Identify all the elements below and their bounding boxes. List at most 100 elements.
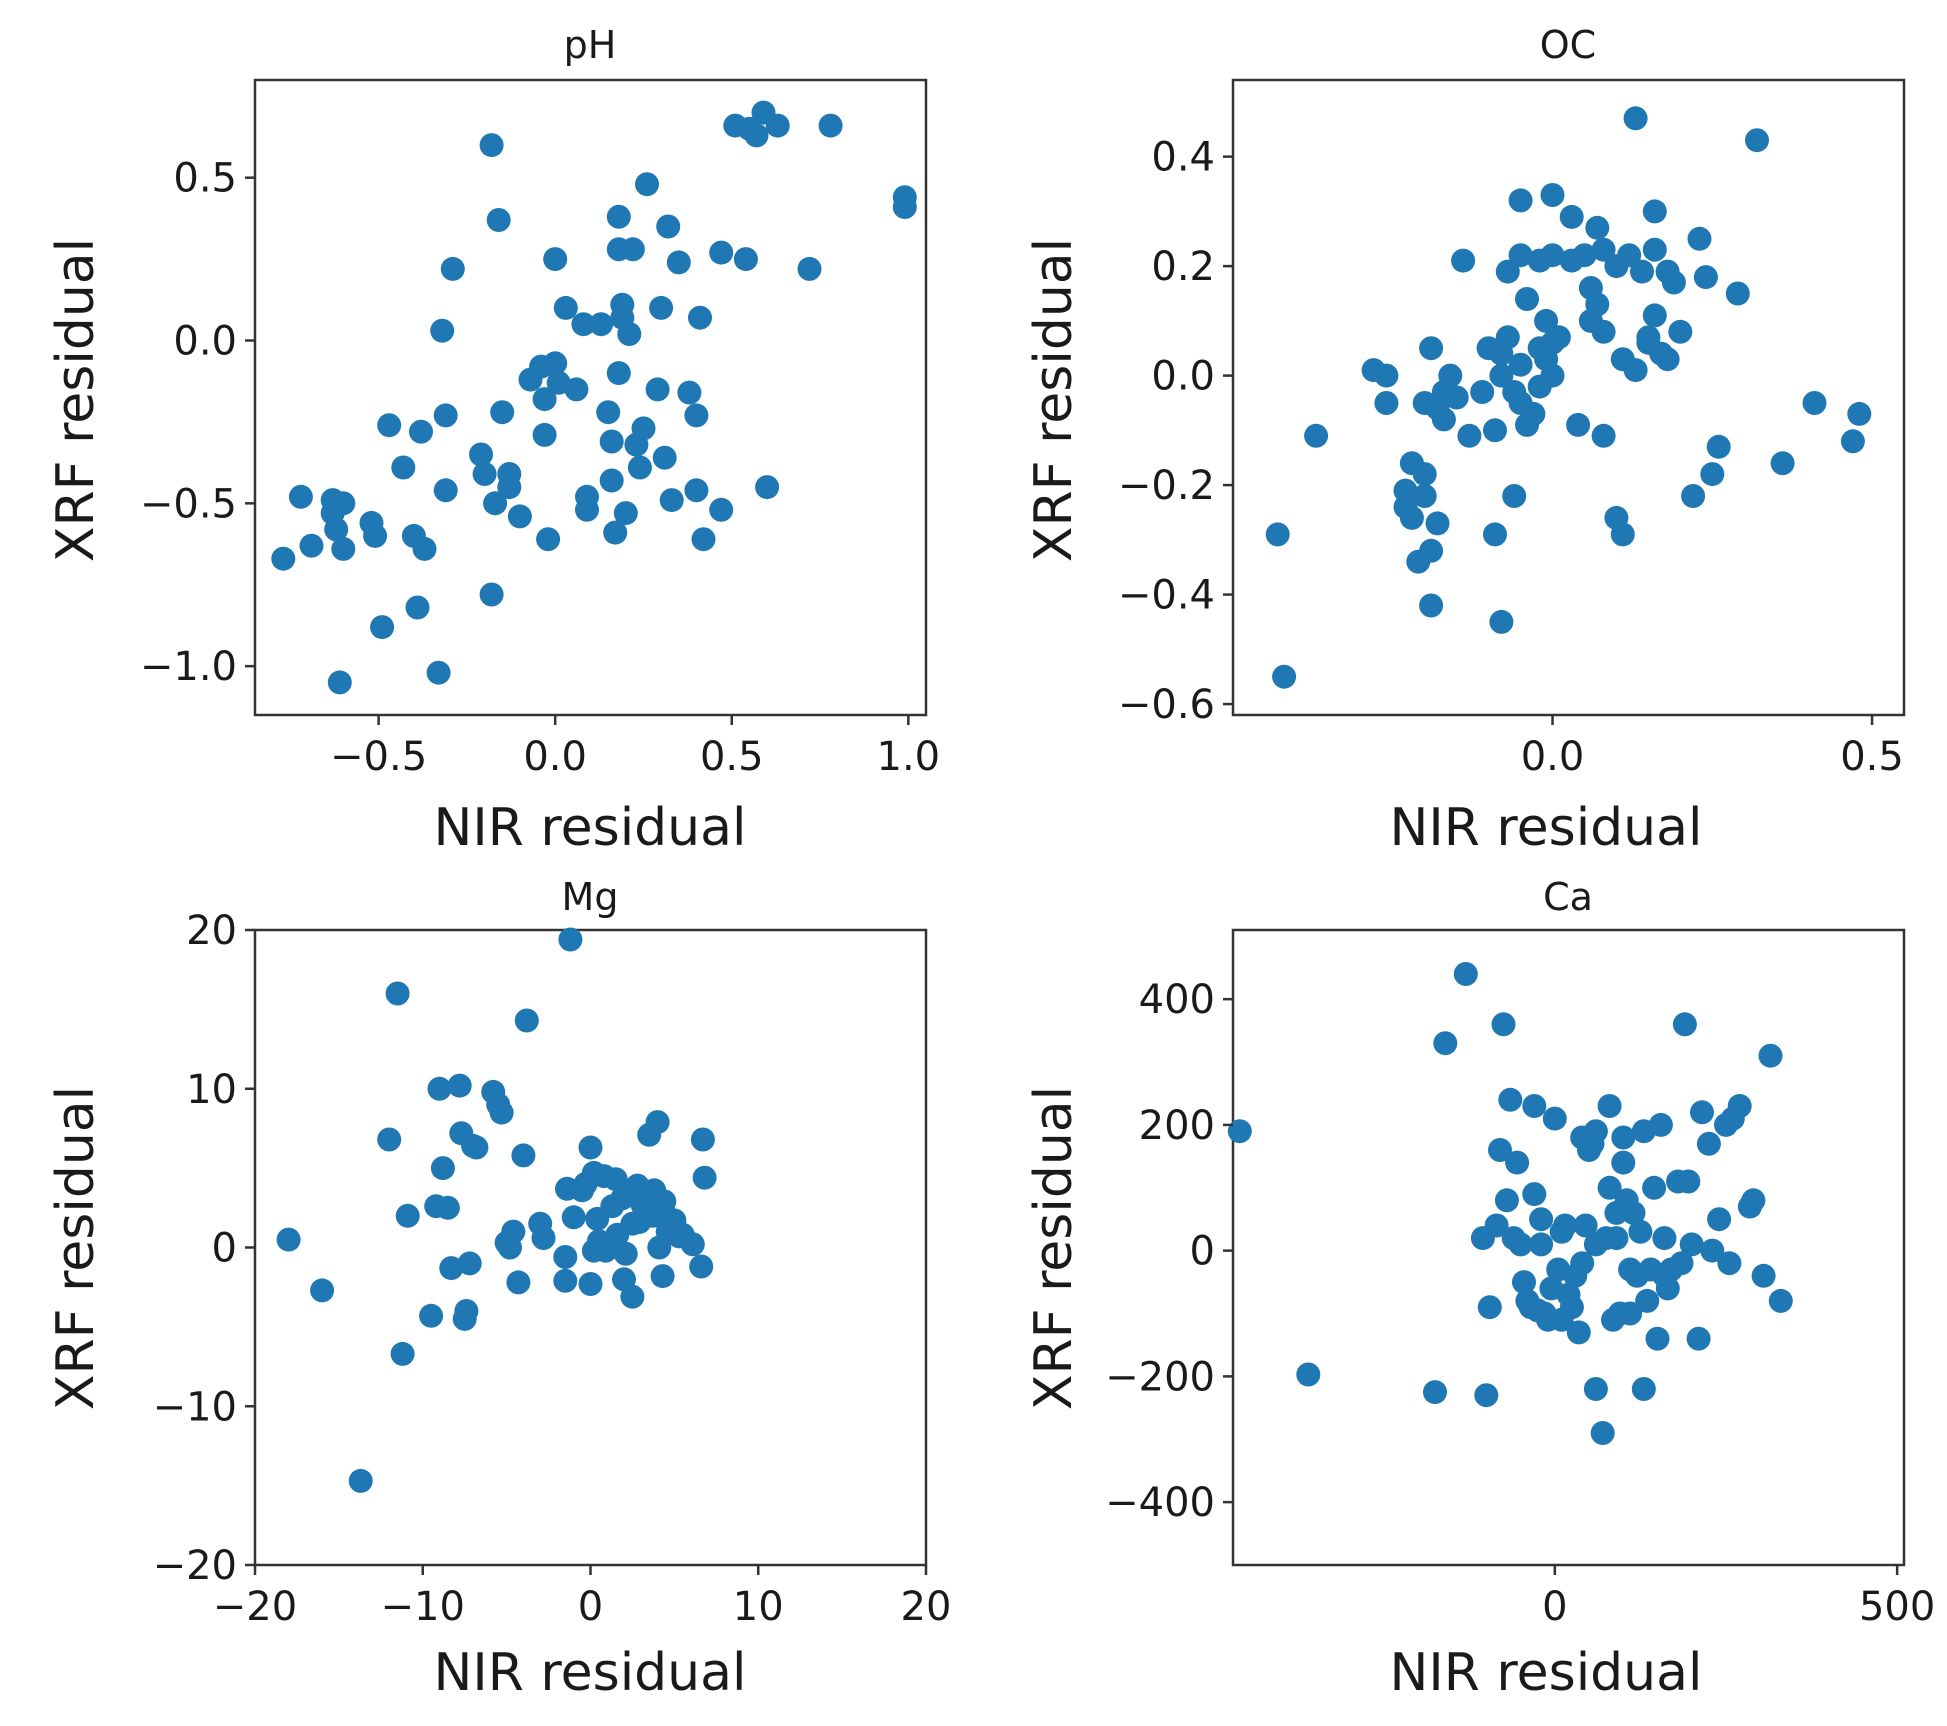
scatter-point [1690, 1100, 1714, 1125]
panel-title: Mg [562, 875, 619, 919]
scatter-point [691, 527, 716, 552]
scatter-point [656, 214, 681, 239]
scatter-point [1700, 1238, 1725, 1263]
scatter-point [419, 1303, 444, 1328]
scatter-point [1494, 1188, 1519, 1213]
scatter-point [1559, 204, 1584, 229]
scatter-point [276, 1227, 301, 1252]
panel-title: pH [564, 23, 617, 67]
scatter-point [1591, 237, 1616, 262]
scatter-point [532, 422, 557, 447]
scatter-point [1745, 128, 1769, 153]
scatter-point [1453, 962, 1478, 986]
y-tick-label: 20 [186, 908, 237, 954]
scatter-point [1693, 265, 1718, 290]
scatter-point [1706, 434, 1731, 459]
scatter-point [1512, 1270, 1536, 1295]
y-tick-label: 0.5 [173, 156, 237, 202]
x-tick-label: 0 [1542, 1584, 1567, 1630]
scatter-point [1661, 270, 1686, 295]
scatter-point [1847, 401, 1872, 426]
scatter-point [596, 400, 621, 425]
x-tick-label: 0.5 [700, 734, 764, 780]
scatter-point [370, 615, 395, 640]
scatter-point [1540, 243, 1565, 268]
scatter-point [331, 491, 356, 516]
scatter-point [1498, 1087, 1523, 1112]
y-axis-label: XRF residual [46, 1086, 106, 1410]
scatter-point [479, 133, 504, 158]
scatter-point [1265, 522, 1290, 547]
scatter-point [1399, 505, 1424, 530]
scatter-point [464, 1135, 489, 1160]
scatter-point [631, 416, 656, 441]
scatter-point [469, 442, 493, 467]
scatter-point [599, 429, 624, 454]
scatter-point [689, 1254, 714, 1279]
scatter-point [1502, 484, 1527, 508]
scatter-point [1652, 1226, 1677, 1251]
scatter-point [435, 1195, 460, 1220]
scatter-point [1470, 380, 1495, 404]
scatter-point [613, 1241, 638, 1266]
scatter-point [1642, 303, 1667, 328]
plot-frame [1231, 78, 1906, 717]
scatter-point [1741, 1188, 1766, 1213]
axis-ticks: 0.0 0.5 −0.6 −0.4 −0.2 0.0 0.2 0.4 [1118, 135, 1904, 780]
scatter-point [1802, 391, 1827, 415]
scatter-point [1444, 385, 1469, 410]
scatter-point [511, 1143, 536, 1168]
x-axis-label: NIR residual [434, 798, 747, 858]
scatter-point [1611, 1125, 1636, 1150]
scatter-point [479, 582, 504, 607]
scatter-point [1573, 1213, 1598, 1238]
scatter-point [1508, 188, 1533, 213]
scatter-point [709, 497, 734, 522]
scatter-point [599, 468, 624, 493]
scatter-point [1669, 1251, 1694, 1276]
scatter-point [1648, 1112, 1673, 1137]
scatter-point [744, 123, 769, 148]
scatter-point [507, 504, 532, 529]
scatter-point [1431, 407, 1456, 432]
y-axis-label: XRF residual [1024, 238, 1084, 562]
scatter-point [1489, 609, 1514, 634]
y-tick-label: −20 [153, 1543, 237, 1589]
axis-ticks: −20 −10 0 10 20 −20 −10 0 10 20 [153, 908, 952, 1630]
scatter-point [1585, 292, 1610, 317]
panel-mg: Mg NIR residual XRF residual −20 −10 0 10 20… [46, 875, 951, 1703]
scatter-point [571, 312, 596, 337]
scatter-point [1412, 484, 1437, 508]
scatter-point [1621, 1200, 1646, 1225]
scatter-point [578, 1135, 603, 1160]
scatter-point [497, 475, 522, 500]
scatter-point [501, 1219, 526, 1244]
scatter-point [1655, 1276, 1680, 1301]
scatter-point [589, 312, 614, 337]
y-tick-label: 0 [1190, 1229, 1215, 1275]
scatter-point [650, 1264, 675, 1289]
scatter-point [299, 533, 324, 558]
scatter-point [1505, 1150, 1530, 1175]
y-tick-label: 400 [1139, 977, 1215, 1023]
scatter-point [288, 484, 313, 509]
x-tick-label: 0.0 [1521, 734, 1585, 780]
scatter-point [1515, 287, 1539, 311]
scatter-point [391, 455, 416, 480]
scatter-point [1768, 1288, 1793, 1313]
scatter-point [310, 1278, 335, 1303]
scatter-point [688, 305, 712, 330]
scatter-point [412, 536, 437, 561]
scatter-point [483, 491, 508, 516]
y-tick-label: −0.4 [1118, 573, 1215, 619]
scatter-point [1491, 1012, 1516, 1037]
scatter-point [677, 380, 702, 405]
scatter-point [426, 660, 451, 685]
panel-title: Ca [1543, 875, 1593, 919]
scatter-point [1770, 451, 1795, 476]
scatter-point [1488, 1138, 1512, 1162]
scatter-point [606, 204, 631, 229]
scatter-point [1433, 1031, 1458, 1056]
scatter-point [363, 523, 388, 548]
